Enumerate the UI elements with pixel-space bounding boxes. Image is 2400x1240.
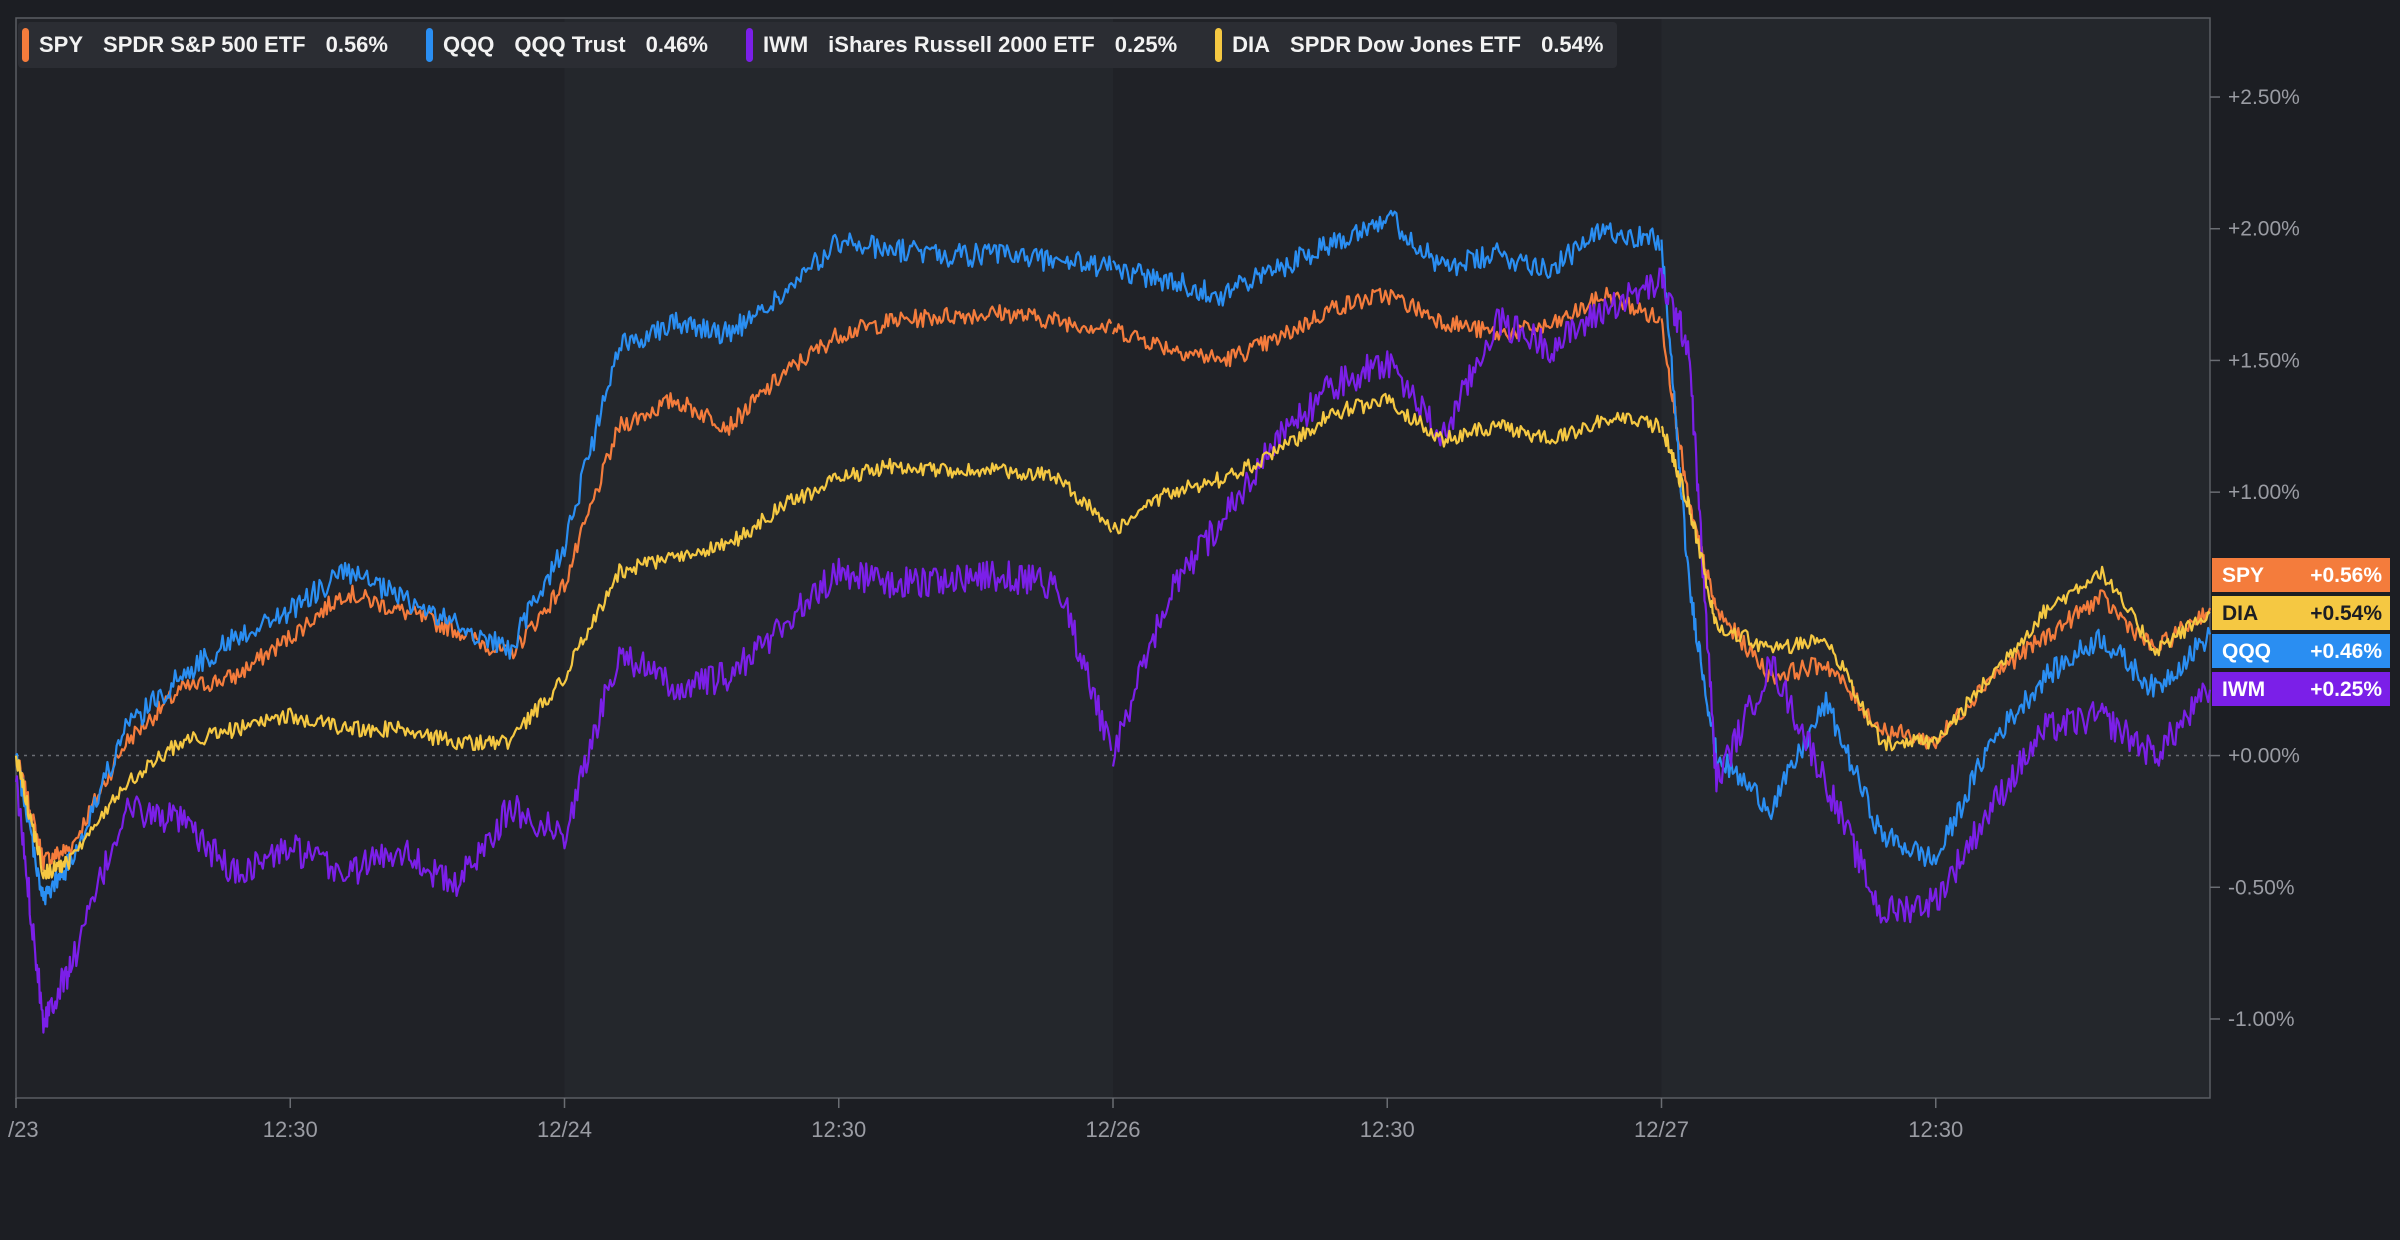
legend-item-spy[interactable]: SPY SPDR S&P 500 ETF 0.56% [18,22,388,68]
price-tag-bg [2212,634,2390,668]
legend-item-dia[interactable]: DIA SPDR Dow Jones ETF 0.54% [1211,22,1603,68]
price-tag-ticker: SPY [2222,564,2264,587]
legend-name: SPDR Dow Jones ETF [1290,32,1522,57]
x-tick-label: 12/27 [1634,1117,1689,1142]
price-tag-iwm: IWM +0.25% [2212,672,2390,706]
legend-change: 0.46% [645,32,708,57]
y-tick-label: +2.50% [2228,86,2300,109]
y-tick-label: +2.00% [2228,218,2300,241]
y-tick-label: -0.50% [2228,876,2295,899]
y-tick-label: +0.00% [2228,745,2300,768]
legend-ticker: IWM [762,32,809,57]
price-tag-bg [2212,596,2390,630]
x-tick-label: 12/26 [1085,1117,1140,1142]
price-tag-qqq: QQQ +0.46% [2212,634,2390,668]
y-tick-label: +1.00% [2228,481,2300,504]
legend-ticker: QQQ [442,32,495,57]
day-band-1 [1661,18,2210,1098]
legend-ticker: DIA [1232,32,1271,57]
price-tag-value: +0.56% [2310,564,2382,587]
price-tag-value: +0.46% [2310,640,2382,663]
legend-swatch [425,28,433,62]
legend: SPY SPDR S&P 500 ETF 0.56% QQQ QQQ Trust 0.46… [18,22,1618,68]
legend-swatch [745,28,753,62]
legend-ticker: SPY [39,32,84,57]
legend-name: iShares Russell 2000 ETF [828,32,1095,57]
x-tick-label: /23 [8,1117,39,1142]
legend-swatch [1215,28,1223,62]
x-tick-label: 12:30 [1360,1117,1415,1142]
price-tag-ticker: QQQ [2222,640,2271,663]
legend-item-qqq[interactable]: QQQ QQQ Trust 0.46% [422,22,708,68]
y-tick-label: +1.50% [2228,349,2300,372]
series-line-iwm[interactable] [14,267,2212,1034]
legend-name: QQQ Trust [514,32,626,57]
legend-change: 0.54% [1541,32,1604,57]
legend-change: 0.56% [325,32,388,57]
series-line-qqq[interactable] [15,209,2212,906]
price-tag-bg [2212,558,2390,592]
y-tick-label: -1.00% [2228,1008,2295,1031]
series-line-dia[interactable] [14,392,2211,880]
price-tag-spy: SPY +0.56% [2212,558,2390,592]
x-tick-label: 12:30 [811,1117,866,1142]
price-tag-value: +0.25% [2310,678,2382,701]
x-tick-label: 12:30 [1908,1117,1963,1142]
x-tick-label: 12/24 [537,1117,592,1142]
legend-item-iwm[interactable]: IWM iShares Russell 2000 ETF 0.25% [742,22,1177,68]
price-tag-value: +0.54% [2310,602,2382,625]
x-tick-label: 12:30 [263,1117,318,1142]
legend-swatch [22,28,29,62]
price-tag-bg [2212,672,2390,706]
series-line-spy[interactable] [15,286,2212,871]
price-tag-ticker: DIA [2222,602,2258,625]
legend-name: SPDR S&P 500 ETF [103,32,306,57]
legend-change: 0.25% [1114,32,1178,57]
price-tag-ticker: IWM [2222,678,2265,701]
price-tag-dia: DIA +0.54% [2212,596,2390,630]
